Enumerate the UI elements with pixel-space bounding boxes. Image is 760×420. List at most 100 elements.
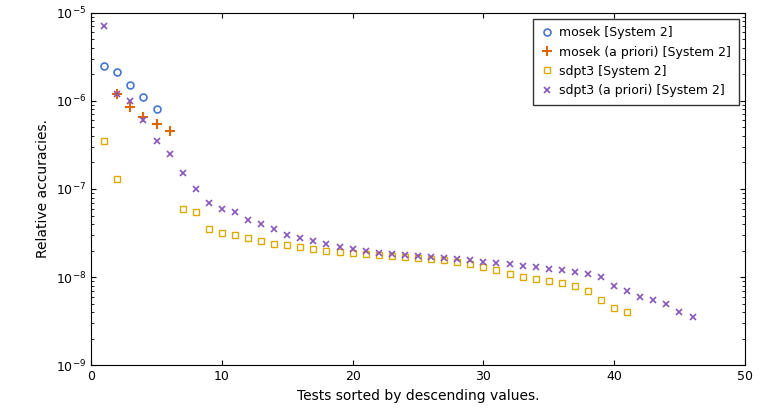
sdpt3 [System 2] [518, 275, 527, 280]
sdpt3 (a priori) [System 2] [662, 301, 671, 306]
sdpt3 [System 2] [322, 248, 331, 253]
sdpt3 (a priori) [System 2] [217, 206, 226, 211]
sdpt3 (a priori) [System 2] [165, 151, 174, 156]
sdpt3 [System 2] [217, 230, 226, 235]
X-axis label: Tests sorted by descending values.: Tests sorted by descending values. [296, 389, 540, 403]
sdpt3 (a priori) [System 2] [270, 227, 279, 232]
sdpt3 (a priori) [System 2] [610, 283, 619, 288]
sdpt3 [System 2] [283, 243, 292, 248]
sdpt3 [System 2] [401, 255, 410, 260]
sdpt3 (a priori) [System 2] [283, 233, 292, 238]
sdpt3 (a priori) [System 2] [518, 263, 527, 268]
sdpt3 (a priori) [System 2] [688, 315, 697, 320]
sdpt3 (a priori) [System 2] [401, 252, 410, 257]
sdpt3 (a priori) [System 2] [361, 248, 370, 253]
sdpt3 [System 2] [335, 249, 344, 254]
sdpt3 [System 2] [439, 258, 448, 263]
sdpt3 (a priori) [System 2] [243, 217, 252, 222]
sdpt3 (a priori) [System 2] [192, 186, 201, 192]
Line: mosek (a priori) [System 2]: mosek (a priori) [System 2] [112, 89, 175, 136]
mosek (a priori) [System 2] [112, 91, 122, 96]
sdpt3 (a priori) [System 2] [139, 118, 148, 123]
Y-axis label: Relative accuracies.: Relative accuracies. [36, 120, 50, 258]
sdpt3 [System 2] [230, 233, 239, 238]
sdpt3 (a priori) [System 2] [466, 258, 475, 263]
sdpt3 (a priori) [System 2] [112, 91, 122, 96]
sdpt3 (a priori) [System 2] [505, 262, 514, 267]
sdpt3 [System 2] [192, 210, 201, 215]
sdpt3 (a priori) [System 2] [622, 289, 632, 294]
sdpt3 [System 2] [361, 251, 370, 256]
sdpt3 [System 2] [557, 281, 566, 286]
sdpt3 (a priori) [System 2] [296, 235, 305, 240]
sdpt3 [System 2] [388, 253, 397, 258]
sdpt3 (a priori) [System 2] [544, 266, 553, 271]
Line: sdpt3 [System 2]: sdpt3 [System 2] [102, 138, 630, 315]
sdpt3 [System 2] [112, 176, 122, 181]
sdpt3 (a priori) [System 2] [570, 269, 579, 274]
sdpt3 [System 2] [479, 265, 488, 270]
sdpt3 (a priori) [System 2] [388, 251, 397, 256]
sdpt3 [System 2] [466, 262, 475, 267]
sdpt3 [System 2] [505, 271, 514, 276]
sdpt3 [System 2] [622, 310, 632, 315]
sdpt3 [System 2] [309, 246, 318, 251]
sdpt3 [System 2] [204, 227, 214, 232]
sdpt3 (a priori) [System 2] [126, 98, 135, 103]
sdpt3 [System 2] [597, 298, 606, 303]
sdpt3 [System 2] [296, 244, 305, 249]
mosek [System 2] [112, 70, 122, 75]
sdpt3 (a priori) [System 2] [479, 259, 488, 264]
sdpt3 (a priori) [System 2] [309, 238, 318, 243]
sdpt3 [System 2] [178, 206, 187, 211]
sdpt3 (a priori) [System 2] [649, 298, 658, 303]
sdpt3 [System 2] [100, 139, 109, 144]
sdpt3 (a priori) [System 2] [597, 275, 606, 280]
sdpt3 [System 2] [531, 277, 540, 282]
Line: sdpt3 (a priori) [System 2]: sdpt3 (a priori) [System 2] [101, 23, 696, 321]
sdpt3 (a priori) [System 2] [426, 255, 435, 260]
sdpt3 (a priori) [System 2] [348, 246, 357, 251]
sdpt3 (a priori) [System 2] [335, 244, 344, 249]
sdpt3 (a priori) [System 2] [257, 222, 266, 227]
sdpt3 (a priori) [System 2] [230, 210, 239, 215]
mosek (a priori) [System 2] [152, 121, 161, 126]
sdpt3 (a priori) [System 2] [374, 250, 383, 255]
sdpt3 (a priori) [System 2] [439, 255, 448, 260]
Line: mosek [System 2]: mosek [System 2] [101, 62, 160, 113]
mosek [System 2] [152, 107, 161, 112]
sdpt3 (a priori) [System 2] [584, 271, 593, 276]
sdpt3 (a priori) [System 2] [100, 24, 109, 29]
mosek (a priori) [System 2] [126, 105, 135, 110]
mosek [System 2] [126, 83, 135, 88]
sdpt3 [System 2] [570, 283, 579, 288]
mosek [System 2] [139, 94, 148, 100]
mosek (a priori) [System 2] [139, 115, 148, 120]
sdpt3 [System 2] [257, 238, 266, 243]
mosek [System 2] [100, 63, 109, 68]
sdpt3 [System 2] [544, 279, 553, 284]
Legend: mosek [System 2], mosek (a priori) [System 2], sdpt3 [System 2], sdpt3 (a priori: mosek [System 2], mosek (a priori) [Syst… [533, 19, 739, 105]
sdpt3 (a priori) [System 2] [152, 139, 161, 144]
sdpt3 (a priori) [System 2] [675, 310, 684, 315]
sdpt3 (a priori) [System 2] [178, 171, 187, 176]
sdpt3 [System 2] [243, 235, 252, 240]
sdpt3 [System 2] [413, 255, 423, 260]
sdpt3 [System 2] [492, 268, 501, 273]
sdpt3 (a priori) [System 2] [492, 260, 501, 265]
sdpt3 (a priori) [System 2] [322, 241, 331, 246]
sdpt3 [System 2] [610, 305, 619, 310]
sdpt3 (a priori) [System 2] [453, 257, 462, 262]
sdpt3 (a priori) [System 2] [557, 268, 566, 273]
sdpt3 (a priori) [System 2] [635, 294, 644, 299]
sdpt3 [System 2] [270, 241, 279, 246]
sdpt3 (a priori) [System 2] [531, 265, 540, 270]
sdpt3 (a priori) [System 2] [204, 200, 214, 205]
sdpt3 [System 2] [348, 250, 357, 255]
mosek (a priori) [System 2] [165, 129, 174, 134]
sdpt3 [System 2] [453, 259, 462, 264]
sdpt3 (a priori) [System 2] [413, 253, 423, 258]
sdpt3 [System 2] [426, 257, 435, 262]
sdpt3 [System 2] [584, 289, 593, 294]
sdpt3 [System 2] [374, 252, 383, 257]
